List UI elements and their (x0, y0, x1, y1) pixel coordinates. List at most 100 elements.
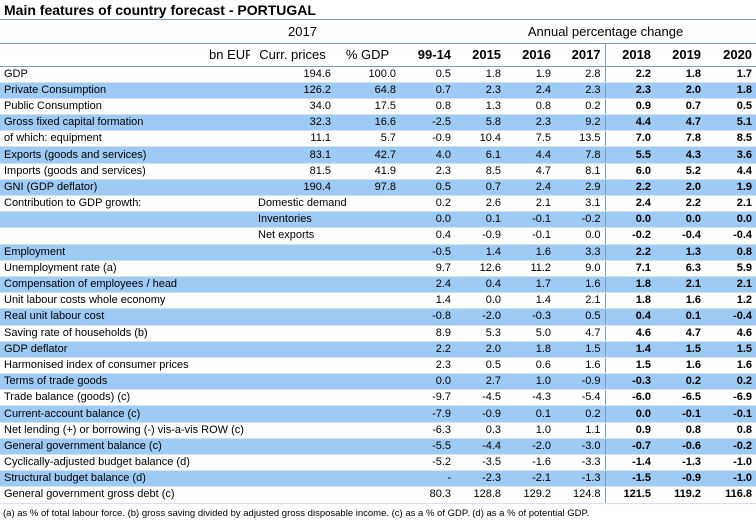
value-cell: 0.2 (705, 373, 756, 391)
table-row: General government balance (c) -5.5 -4.4 -2… (0, 438, 756, 456)
value-cell: 1.9 (505, 66, 556, 83)
value-cell: -0.6 (655, 438, 706, 456)
value-cell: 1.1 (555, 422, 606, 439)
value-cell: 1.0 (505, 422, 556, 439)
value-cell: 2.3 (604, 82, 656, 99)
value-cell: 7.5 (505, 130, 556, 148)
row-label: Structural budget balance (d) (0, 470, 250, 488)
value-cell: -1.3 (555, 470, 606, 488)
value-cell: -2.0 (505, 438, 556, 456)
group-header: Annual percentage change (455, 20, 756, 44)
value-cell: -0.4 (705, 227, 756, 245)
value-cell: 7.0 (604, 130, 656, 148)
value-cell: -6.9 (705, 389, 756, 407)
row-label: Exports (goods and services) (0, 146, 250, 164)
value-cell: 2.1 (705, 276, 756, 294)
value-cell: -0.9 (400, 130, 456, 148)
value-cell: 190.4 (250, 179, 335, 197)
value-cell: 194.6 (250, 66, 335, 83)
row-label: Employment (0, 244, 250, 261)
value-cell: 0.0 (655, 211, 706, 229)
value-cell: 4.4 (705, 163, 756, 180)
value-cell: -0.8 (400, 308, 456, 326)
value-cell: 3.1 (555, 195, 606, 213)
value-cell: 2.3 (505, 114, 556, 132)
value-cell: 6.1 (455, 146, 506, 164)
value-cell: -5.2 (400, 454, 456, 472)
group-header: 2017 (205, 20, 401, 44)
value-cell: -1.0 (705, 454, 756, 472)
column-header: 2018 (604, 43, 656, 67)
value-cell: 2.8 (555, 66, 606, 83)
table-row: GDP 194.6 100.0 0.5 1.8 1.9 2.8 2.2 1.8 1.7 (0, 66, 756, 83)
title: Main features of country forecast - PORT… (0, 0, 756, 20)
table-row: Net lending (+) or borrowing (-) vis-a-v… (0, 422, 756, 439)
row-label: Real unit labour cost (0, 308, 250, 326)
value-cell: 1.4 (455, 244, 506, 261)
value-cell: 17.5 (335, 98, 401, 116)
value-cell: 4.6 (705, 325, 756, 342)
row-label: GNI (GDP deflator) (0, 179, 250, 197)
value-cell: 4.4 (604, 114, 656, 132)
value-cell: 2.4 (505, 179, 556, 197)
value-cell (335, 276, 401, 294)
header-cell (400, 20, 456, 44)
value-cell: 1.3 (655, 244, 706, 261)
row-label: General government balance (c) (0, 438, 250, 456)
value-cell: 7.8 (655, 130, 706, 148)
value-cell: 2.3 (455, 82, 506, 99)
value-cell: -2.3 (455, 470, 506, 488)
value-cell: 1.8 (604, 276, 656, 294)
table-header: 2017 Annual percentage change bn EUR Curr… (0, 20, 756, 67)
value-cell: 0.8 (705, 422, 756, 439)
row-label: Harmonised index of consumer prices (0, 357, 250, 375)
row-label: Unemployment rate (a) (0, 260, 250, 277)
value-cell: -0.7 (604, 438, 656, 456)
row-label: Current-account balance (c) (0, 405, 250, 423)
row-label (0, 211, 250, 229)
value-cell: 100.0 (335, 66, 401, 83)
value-cell: -3.5 (455, 454, 506, 472)
value-cell: 16.6 (335, 114, 401, 132)
value-cell (335, 292, 401, 310)
value-cell: 1.8 (505, 341, 556, 358)
value-cell: 34.0 (250, 98, 335, 116)
value-cell: 121.5 (604, 486, 656, 504)
value-cell: -1.3 (655, 454, 706, 472)
value-cell: -0.9 (455, 405, 506, 423)
value-cell (250, 470, 335, 488)
table-row: Employment -0.5 1.4 1.6 3.3 2.2 1.3 0.8 (0, 244, 756, 261)
table-row: of which: equipment 11.1 5.7 -0.9 10.4 7.5 13.… (0, 130, 756, 148)
value-cell (250, 373, 335, 391)
row-sublabel: Domestic demand (250, 195, 401, 213)
value-cell: 1.2 (705, 292, 756, 310)
value-cell: -0.5 (400, 244, 456, 261)
column-header: 2015 (455, 43, 506, 67)
value-cell: 0.8 (705, 244, 756, 261)
value-cell: 3.3 (555, 244, 606, 261)
value-cell: 0.2 (555, 98, 606, 116)
value-cell: 3.6 (705, 146, 756, 164)
value-cell (335, 357, 401, 375)
value-cell (250, 325, 335, 342)
value-cell (335, 260, 401, 277)
value-cell: 1.6 (655, 292, 706, 310)
row-sublabel: Inventories (250, 211, 401, 229)
row-label: Net lending (+) or borrowing (-) vis-a-v… (0, 422, 250, 439)
value-cell: 8.5 (705, 130, 756, 148)
value-cell: 0.0 (555, 227, 606, 245)
value-cell: 10.4 (455, 130, 506, 148)
value-cell: 5.7 (335, 130, 401, 148)
value-cell: -6.5 (655, 389, 706, 407)
value-cell: 0.3 (455, 422, 506, 439)
value-cell: -0.2 (555, 211, 606, 229)
value-cell: 5.0 (505, 325, 556, 342)
value-cell: 119.2 (655, 486, 706, 504)
value-cell (250, 422, 335, 439)
table-row: GDP deflator 2.2 2.0 1.8 1.5 1.4 1.5 1.5 (0, 341, 756, 358)
value-cell: -0.1 (505, 211, 556, 229)
value-cell: 2.2 (604, 66, 656, 83)
value-cell: -3.3 (555, 454, 606, 472)
value-cell: 1.9 (705, 179, 756, 197)
value-cell: 116.8 (705, 486, 756, 504)
